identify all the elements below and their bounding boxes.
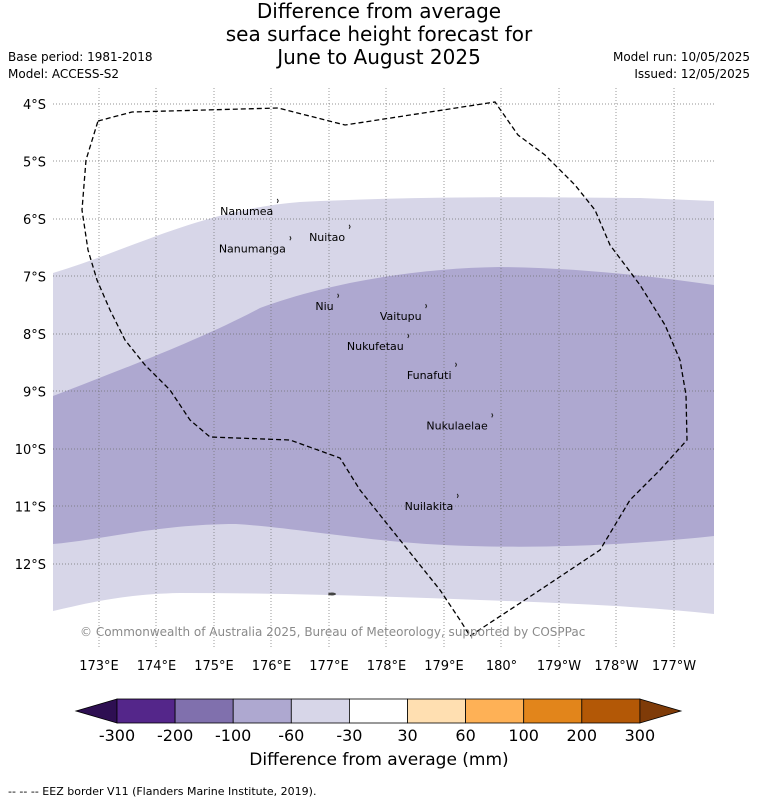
lat-label: 8°S xyxy=(23,328,46,343)
islet-shape xyxy=(328,592,336,596)
longitude-labels: 173°E 174°E 175°E 176°E 177°E 178°E 179°E 180° 1… xyxy=(79,659,696,674)
colorbar: -300 -200 -100 -60 -30 30 60 100 200 300 xyxy=(74,698,683,745)
lat-label: 12°S xyxy=(15,558,46,573)
lon-label: 178°W xyxy=(594,659,638,674)
colorbar-swatch xyxy=(116,698,176,724)
colorbar-tick-label: 200 xyxy=(567,726,598,745)
lat-label: 9°S xyxy=(23,386,46,401)
anomaly-band-inner xyxy=(53,267,714,547)
colorbar-tick-label: -100 xyxy=(215,726,251,745)
lon-label: 178°E xyxy=(367,659,407,674)
island-marker xyxy=(425,303,428,309)
island-marker xyxy=(456,493,459,499)
island-marker xyxy=(337,293,340,298)
island-marker xyxy=(407,333,410,339)
colorbar-swatch xyxy=(348,698,408,724)
island-marker xyxy=(491,413,494,418)
colorbar-tick-label: -30 xyxy=(336,726,362,745)
lon-label: 173°E xyxy=(79,659,119,674)
lon-label: 175°E xyxy=(194,659,234,674)
lat-label: 5°S xyxy=(23,156,46,171)
lat-label: 7°S xyxy=(23,271,46,286)
title-line-2: sea surface height forecast for xyxy=(225,22,533,46)
island-label: Nuitao xyxy=(309,231,345,244)
island-labels: Nanumea Nuitao Nanumanga Niu Vaitupu Nukufeta… xyxy=(219,198,494,513)
map-gridlines xyxy=(53,88,714,648)
island-marker xyxy=(348,224,351,229)
model-text: Model: ACCESS-S2 xyxy=(8,67,120,81)
colorbar-tick-label: 100 xyxy=(508,726,539,745)
island-label: Nanumanga xyxy=(219,242,286,255)
lon-label: 179°E xyxy=(424,659,464,674)
colorbar-swatch xyxy=(581,698,641,724)
island-marker xyxy=(289,236,292,241)
title-line-1: Difference from average xyxy=(256,0,502,23)
colorbar-tick-label: 60 xyxy=(455,726,475,745)
island-label: Nukufetau xyxy=(347,340,404,353)
copyright-text: © Commonwealth of Australia 2025, Bureau… xyxy=(80,625,585,639)
island-label: Nuilakita xyxy=(405,500,454,513)
eez-border xyxy=(81,101,688,637)
lon-label: 180° xyxy=(486,659,517,674)
lat-label: 10°S xyxy=(15,443,46,458)
colorbar-swatch xyxy=(232,698,292,724)
model-run-text: Model run: 10/05/2025 xyxy=(612,50,750,64)
latitude-labels: 4°S 5°S 6°S 7°S 8°S 9°S 10°S 11°S 12°S xyxy=(15,98,46,573)
lat-label: 11°S xyxy=(15,501,46,516)
lon-label: 177°E xyxy=(309,659,349,674)
map-title: Difference from average sea surface heig… xyxy=(0,0,758,69)
lon-label: 176°E xyxy=(252,659,292,674)
lat-label: 4°S xyxy=(23,98,46,113)
colorbar-swatch xyxy=(174,698,234,724)
legend-title: Difference from average (mm) xyxy=(249,750,509,770)
colorbar-swatch xyxy=(465,698,525,724)
island-label: Niu xyxy=(315,300,333,313)
meta-right: Model run: 10/05/2025 Issued: 12/05/2025 xyxy=(613,49,750,83)
eez-footnote: -- -- -- EEZ border V11 (Flanders Marine… xyxy=(8,785,317,798)
title-line-3: June to August 2025 xyxy=(277,45,481,69)
colorbar-swatch xyxy=(523,698,583,724)
meta-left: Base period: 1981-2018 Model: ACCESS-S2 xyxy=(8,49,153,83)
colorbar-tick-label: 300 xyxy=(625,726,656,745)
base-period-text: Base period: 1981-2018 xyxy=(8,50,153,64)
colorbar-tick-label: -300 xyxy=(99,726,135,745)
colorbar-tick-label: -200 xyxy=(157,726,193,745)
lat-label: 6°S xyxy=(23,213,46,228)
colorbar-extend-high xyxy=(639,698,683,724)
lon-label: 177°W xyxy=(652,659,696,674)
island-label: Nanumea xyxy=(220,205,273,218)
island-marker xyxy=(455,362,458,367)
island-label: Funafuti xyxy=(407,369,452,382)
colorbar-swatch xyxy=(290,698,350,724)
island-marker xyxy=(276,198,279,204)
colorbar-tick-label: 30 xyxy=(397,726,417,745)
colorbar-tick-label: -60 xyxy=(278,726,304,745)
island-label: Nukulaelae xyxy=(426,419,488,432)
lon-label: 174°E xyxy=(137,659,177,674)
island-label: Vaitupu xyxy=(380,310,422,323)
colorbar-extend-low xyxy=(74,698,118,724)
issued-text: Issued: 12/05/2025 xyxy=(634,67,750,81)
lon-label: 179°W xyxy=(537,659,581,674)
colorbar-swatch xyxy=(407,698,466,724)
